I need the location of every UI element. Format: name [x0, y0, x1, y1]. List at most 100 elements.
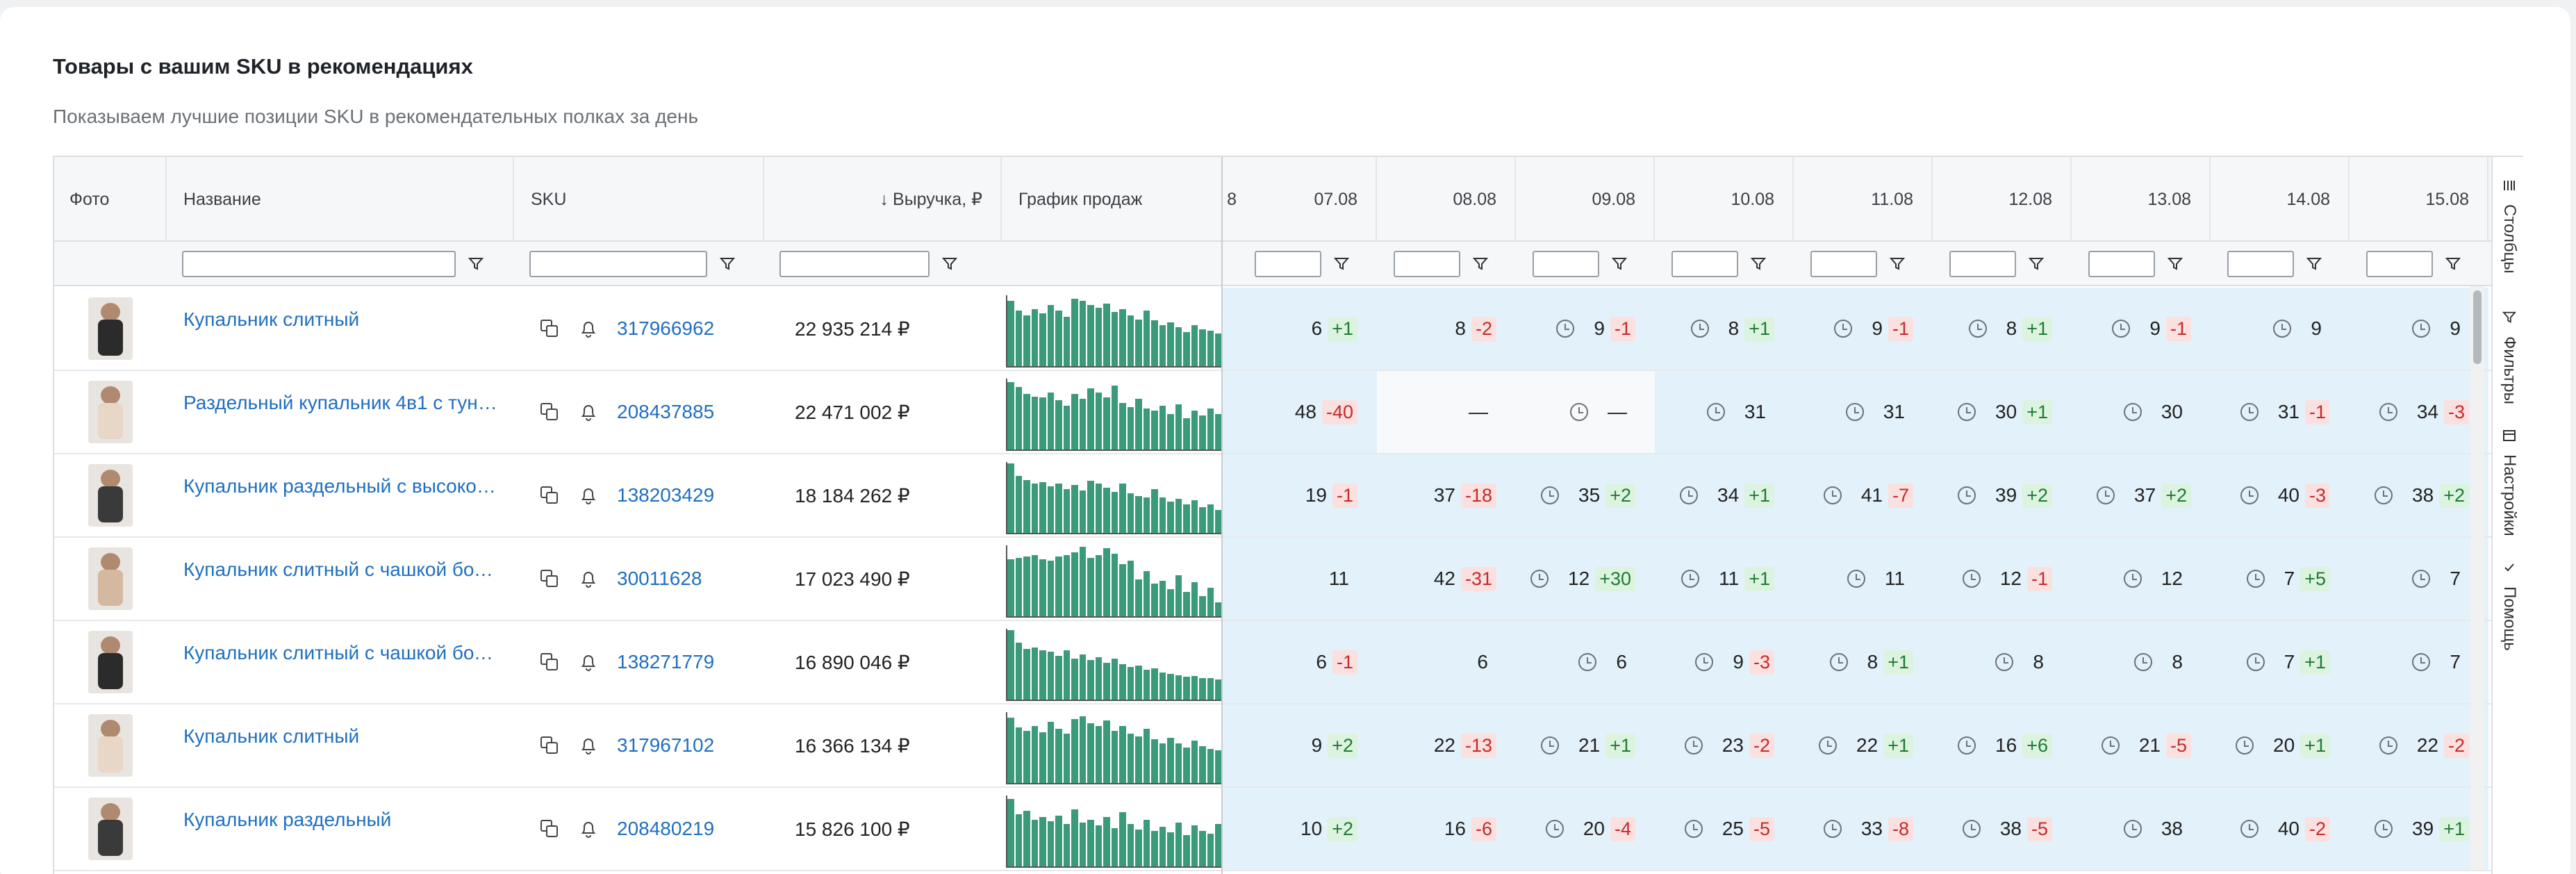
copy-icon[interactable] — [538, 400, 561, 424]
day-position-cell[interactable]: 9 -3 — [1655, 621, 1794, 703]
col-header-date[interactable]: 07.08 — [1238, 157, 1377, 242]
product-name-link[interactable]: Купальник слитный — [183, 308, 360, 330]
day-position-cell[interactable]: 6 +1 — [1238, 288, 1377, 370]
day-position-cell[interactable]: 48 -40 — [1238, 371, 1377, 453]
product-name-link[interactable]: Раздельный купальник 4в1 с туникой — [183, 392, 497, 413]
day-position-cell[interactable]: 31 -1 — [2211, 371, 2350, 453]
day-position-cell[interactable]: 20 +1 — [2211, 704, 2350, 786]
scrollbar-thumb[interactable] — [2473, 290, 2482, 364]
day-position-cell[interactable]: 34 -3 — [2350, 371, 2488, 453]
product-thumbnail[interactable] — [88, 631, 133, 693]
day-position-cell[interactable]: 20 -4 — [1516, 788, 1655, 870]
day-position-cell[interactable]: 10 +2 — [1238, 788, 1377, 870]
day-position-cell[interactable]: 8 +1 — [1655, 288, 1794, 370]
day-position-cell[interactable]: 9 -1 — [2072, 288, 2211, 370]
day-position-cell[interactable]: 9 — [2211, 288, 2350, 370]
sku-link[interactable]: 208437885 — [617, 401, 715, 422]
sku-link[interactable]: 317967102 — [617, 734, 715, 756]
product-name-link[interactable]: Купальник раздельный — [183, 809, 392, 830]
side-tab-help[interactable]: Помощь — [2493, 560, 2526, 651]
sku-link[interactable]: 138203429 — [617, 484, 715, 506]
filter-date-input[interactable] — [2088, 251, 2155, 277]
product-thumbnail[interactable] — [88, 297, 133, 360]
filter-icon[interactable] — [2444, 255, 2462, 273]
filter-date-input[interactable] — [1533, 251, 1599, 277]
filter-date-input[interactable] — [2366, 251, 2433, 277]
day-position-cell[interactable]: 9 -1 — [1794, 288, 1933, 370]
filter-revenue-input[interactable] — [779, 251, 930, 277]
day-position-cell[interactable]: 9 -1 — [1516, 288, 1655, 370]
day-position-cell[interactable]: 38 +2 — [2350, 454, 2488, 536]
table-row[interactable]: Купальник слитный 317967102 16 366 134 ₽9 +… — [54, 704, 2493, 788]
col-header-date[interactable]: 14.08 — [2211, 157, 2350, 242]
table-row[interactable]: Купальник слитный 317966962 22 935 214 ₽6 +… — [54, 288, 2493, 371]
filter-date-input[interactable] — [2227, 251, 2294, 277]
day-position-cell[interactable]: — — [1516, 371, 1655, 453]
day-position-cell[interactable]: — — [1377, 371, 1516, 453]
table-row[interactable]: Купальник раздельный 208480219 15 826 100 … — [54, 788, 2493, 871]
product-thumbnail[interactable] — [88, 547, 133, 610]
table-row[interactable]: Раздельный купальник 4в1 с туникой 208437… — [54, 371, 2493, 454]
day-position-cell[interactable]: 7 — [2350, 538, 2488, 620]
day-position-cell[interactable]: 23 -2 — [1655, 704, 1794, 786]
day-position-cell[interactable]: 22 +1 — [1794, 704, 1933, 786]
day-position-cell[interactable]: 9 +2 — [1238, 704, 1377, 786]
sku-link[interactable]: 138271779 — [617, 651, 715, 673]
copy-icon[interactable] — [538, 734, 561, 757]
filter-icon[interactable] — [941, 255, 959, 273]
day-position-cell[interactable]: 6 -1 — [1238, 621, 1377, 703]
side-tab-filters[interactable]: Фильтры — [2493, 310, 2526, 404]
day-position-cell[interactable]: 30 +1 — [1933, 371, 2072, 453]
col-header-photo[interactable]: Фото — [54, 157, 167, 242]
day-position-cell[interactable]: 8 +1 — [1933, 288, 2072, 370]
day-position-cell[interactable]: 6 — [1377, 621, 1516, 703]
day-position-cell[interactable]: 39 +1 — [2350, 788, 2488, 870]
filter-icon[interactable] — [467, 255, 485, 273]
day-position-cell[interactable]: 12 — [2072, 538, 2211, 620]
filter-date-input[interactable] — [1255, 251, 1321, 277]
col-header-date[interactable]: 09.08 — [1516, 157, 1655, 242]
day-position-cell[interactable]: 11 — [1238, 538, 1377, 620]
side-tab-columns[interactable]: Столбцы — [2493, 178, 2526, 274]
day-position-cell[interactable]: 7 +1 — [2211, 621, 2350, 703]
day-position-cell[interactable]: 31 — [1655, 371, 1794, 453]
sku-link[interactable]: 317966962 — [617, 318, 715, 339]
product-thumbnail[interactable] — [88, 714, 133, 777]
product-thumbnail[interactable] — [88, 464, 133, 527]
day-position-cell[interactable]: 12 -1 — [1933, 538, 2072, 620]
filter-icon[interactable] — [1610, 255, 1628, 273]
day-position-cell[interactable]: 33 -8 — [1794, 788, 1933, 870]
bell-icon[interactable] — [577, 484, 600, 507]
col-header-sku[interactable]: SKU — [514, 157, 764, 242]
table-row[interactable]: Купальник слитный с чашкой бочонок 300116… — [54, 538, 2493, 621]
day-position-cell[interactable]: 25 -5 — [1655, 788, 1794, 870]
bell-icon[interactable] — [577, 650, 600, 674]
bell-icon[interactable] — [577, 817, 600, 841]
table-row[interactable]: Купальник слитный с чашкой бочонок 138271… — [54, 621, 2493, 704]
filter-icon[interactable] — [1749, 255, 1767, 273]
day-position-cell[interactable]: 38 -5 — [1933, 788, 2072, 870]
vertical-scrollbar[interactable] — [2470, 286, 2484, 870]
col-header-date[interactable]: 13.08 — [2072, 157, 2211, 242]
sku-link[interactable]: 30011628 — [617, 568, 702, 589]
day-position-cell[interactable]: 16 -6 — [1377, 788, 1516, 870]
day-position-cell[interactable]: 12 +30 — [1516, 538, 1655, 620]
copy-icon[interactable] — [538, 484, 561, 507]
day-position-cell[interactable]: 22 -13 — [1377, 704, 1516, 786]
col-header-revenue[interactable]: ↓ Выручка, ₽ — [764, 157, 1002, 242]
copy-icon[interactable] — [538, 317, 561, 340]
bell-icon[interactable] — [577, 567, 600, 591]
filter-date-input[interactable] — [1949, 251, 2016, 277]
side-tab-settings[interactable]: Настройки — [2493, 428, 2526, 536]
product-name-link[interactable]: Купальник слитный — [183, 725, 360, 747]
day-position-cell[interactable]: 40 -2 — [2211, 788, 2350, 870]
col-header-name[interactable]: Название — [167, 157, 514, 242]
day-position-cell[interactable]: 42 -31 — [1377, 538, 1516, 620]
filter-name-input[interactable] — [182, 251, 456, 277]
filter-date-input[interactable] — [1394, 251, 1460, 277]
product-thumbnail[interactable] — [88, 798, 133, 860]
day-position-cell[interactable]: 7 +5 — [2211, 538, 2350, 620]
bell-icon[interactable] — [577, 400, 600, 424]
day-position-cell[interactable]: 8 -2 — [1377, 288, 1516, 370]
filter-icon[interactable] — [1332, 255, 1351, 273]
